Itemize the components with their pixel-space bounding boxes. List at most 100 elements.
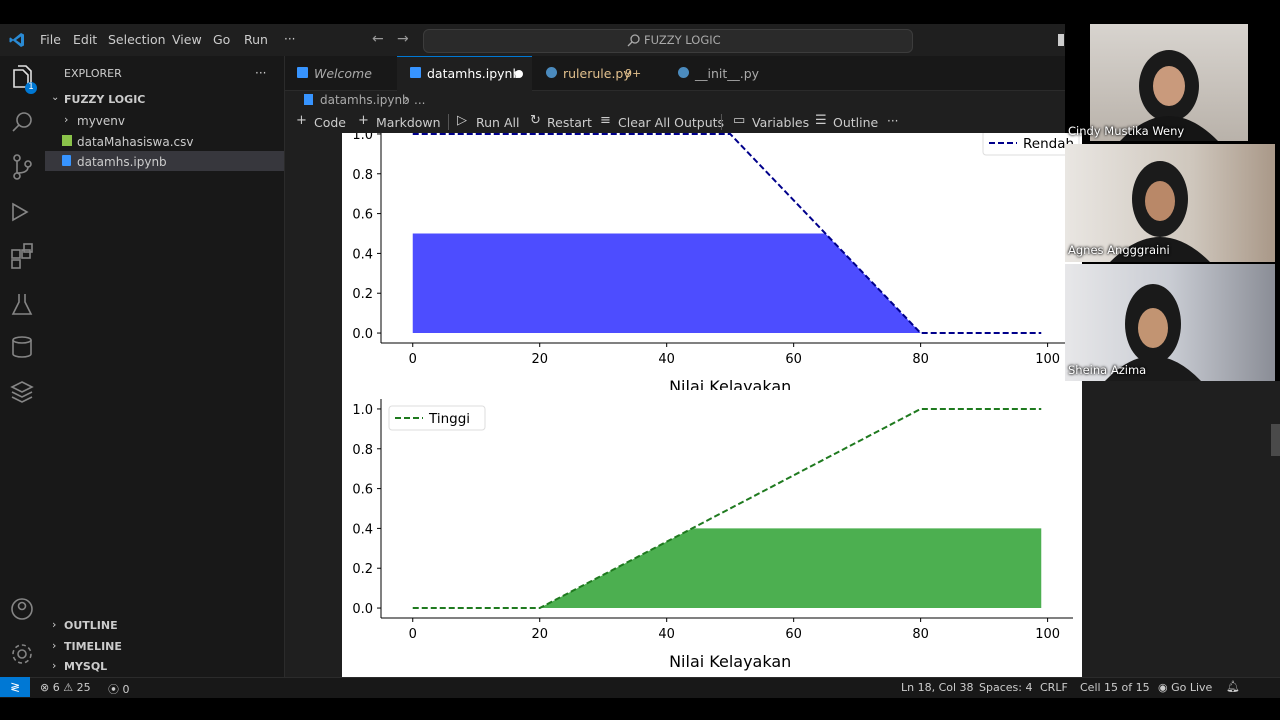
x-tick-label: 80 bbox=[912, 352, 929, 367]
error-count: 6 bbox=[52, 681, 60, 694]
tab-label[interactable]: rulerule.py bbox=[563, 66, 631, 81]
toolbar-button[interactable]: Variables bbox=[752, 115, 810, 130]
remote-icon: ≷ bbox=[10, 680, 21, 694]
port-count: 0 bbox=[122, 683, 130, 696]
cell-indicator[interactable]: Cell 15 of 15 bbox=[1080, 681, 1150, 694]
toolbar-more[interactable]: ··· bbox=[887, 114, 899, 128]
toolbar-button[interactable]: Markdown bbox=[376, 115, 441, 130]
breadcrumb-item[interactable]: ... bbox=[414, 93, 426, 107]
cursor-position[interactable]: Ln 18, Col 38 bbox=[901, 681, 974, 694]
breadcrumb-icon bbox=[304, 94, 313, 105]
section-header[interactable]: MYSQL bbox=[64, 660, 108, 673]
tab-icon bbox=[546, 67, 557, 78]
back-button[interactable]: ← bbox=[372, 31, 384, 47]
breadcrumb-sep: › bbox=[404, 92, 409, 106]
file-item[interactable]: myvenv bbox=[77, 114, 125, 128]
more-menu[interactable]: ··· bbox=[284, 32, 296, 46]
go-live-label: Go Live bbox=[1171, 681, 1213, 694]
chart: 0.0 0.2 0.4 0.6 0.8 1.0 0 20 40 60 80 100 Nilai Kela… bbox=[352, 399, 1073, 671]
sidebar bbox=[45, 56, 285, 677]
x-tick-label: 40 bbox=[658, 627, 675, 642]
section-header[interactable]: TIMELINE bbox=[64, 640, 122, 653]
search-icon bbox=[627, 34, 640, 47]
tab-badge: 9+ bbox=[625, 67, 642, 80]
toolbar-button[interactable]: Restart bbox=[547, 115, 592, 130]
notebook-icon bbox=[62, 155, 71, 166]
menu-item[interactable]: Selection bbox=[108, 32, 166, 47]
y-tick-label: 0.0 bbox=[352, 602, 373, 617]
selected-row bbox=[45, 151, 284, 171]
toolbar-icon: ▷ bbox=[457, 113, 467, 128]
csv-icon bbox=[62, 135, 72, 146]
ports[interactable]: ⦿ 0 bbox=[108, 683, 130, 696]
x-tick-label: 80 bbox=[912, 627, 929, 642]
forward-button[interactable]: → bbox=[397, 31, 409, 47]
menu-item[interactable]: Edit bbox=[73, 32, 98, 47]
y-tick-label: 0.6 bbox=[352, 208, 373, 223]
tab-icon bbox=[410, 67, 421, 78]
status-bar bbox=[0, 677, 1280, 698]
menu-item[interactable]: Run bbox=[244, 32, 268, 47]
menu-item[interactable]: Go bbox=[213, 32, 231, 47]
layout-icon[interactable] bbox=[1058, 34, 1064, 46]
legend-box bbox=[982, 133, 1080, 156]
y-tick-label: 0.4 bbox=[352, 247, 373, 262]
tab-label[interactable]: __init__.py bbox=[695, 66, 760, 81]
x-tick-label: 0 bbox=[409, 352, 417, 367]
y-tick-label: 0.0 bbox=[352, 327, 373, 342]
toolbar-button[interactable]: Run All bbox=[476, 115, 520, 130]
tab-icon bbox=[297, 67, 308, 78]
separator bbox=[448, 114, 449, 130]
scrollbar bbox=[1271, 424, 1280, 456]
participant-video bbox=[1065, 264, 1275, 381]
toolbar-icon: ▭ bbox=[733, 113, 746, 128]
search-text: FUZZY LOGIC bbox=[644, 33, 721, 47]
toolbar-icon: + bbox=[296, 113, 307, 128]
toolbar-icon: + bbox=[358, 113, 369, 128]
remote-button[interactable] bbox=[0, 677, 30, 697]
notifications[interactable]: 🔔︎ bbox=[1226, 680, 1240, 693]
folder-name[interactable]: FUZZY LOGIC bbox=[64, 93, 146, 106]
cell-output: 0.0 0.2 0.4 0.6 0.8 1.0 0 20 40 60 80 100 Nilai Kela… bbox=[342, 133, 1082, 677]
participant-video bbox=[1065, 144, 1275, 262]
legend-label: Rendah bbox=[1023, 136, 1074, 152]
x-tick-label: 60 bbox=[785, 627, 802, 642]
menu-item[interactable]: View bbox=[172, 32, 202, 47]
menu-item[interactable]: File bbox=[40, 32, 61, 47]
toolbar-icon: ≡ bbox=[600, 113, 611, 128]
x-tick-label: 100 bbox=[1035, 627, 1060, 642]
data-line bbox=[412, 133, 1042, 335]
y-tick-label: 0.4 bbox=[352, 522, 373, 537]
toolbar-icon: ☰ bbox=[815, 113, 827, 128]
sidebar-more[interactable]: ··· bbox=[255, 66, 267, 80]
toolbar-button[interactable]: Code bbox=[314, 115, 347, 130]
go-live[interactable]: ◉ Go Live bbox=[1158, 681, 1213, 694]
toolbar-button[interactable]: Outline bbox=[833, 115, 879, 130]
toolbar-button[interactable]: Clear All Outputs bbox=[618, 115, 725, 130]
file-item[interactable]: datamhs.ipynb bbox=[77, 155, 167, 169]
participant-name: Sheina Azima bbox=[1068, 363, 1147, 377]
indentation[interactable]: Spaces: 4 bbox=[979, 681, 1033, 694]
file-item[interactable]: dataMahasiswa.csv bbox=[77, 135, 194, 149]
activity-bar bbox=[0, 56, 45, 677]
y-tick-label: 0.2 bbox=[352, 562, 373, 577]
warning-count: 25 bbox=[76, 681, 91, 694]
tab-label[interactable]: Welcome bbox=[314, 66, 372, 81]
problems[interactable]: ⊗ 6 ⚠ 25 bbox=[40, 681, 91, 694]
section-header[interactable]: OUTLINE bbox=[64, 619, 118, 632]
line-ending[interactable]: CRLF bbox=[1040, 681, 1068, 694]
breadcrumb-item[interactable]: datamhs.ipynb bbox=[320, 93, 410, 107]
tab-label[interactable]: datamhs.ipynb bbox=[427, 66, 521, 81]
tab-icon bbox=[678, 67, 689, 78]
right-panel bbox=[1082, 381, 1280, 677]
participant-video bbox=[1090, 24, 1248, 141]
y-tick-label: 0.8 bbox=[352, 168, 373, 183]
x-tick-label: 20 bbox=[531, 352, 548, 367]
activity-icons bbox=[10, 65, 37, 664]
participant-name: Agnes Angggraini bbox=[1068, 243, 1170, 257]
active-tab[interactable] bbox=[397, 56, 532, 92]
search-box[interactable] bbox=[423, 29, 913, 53]
explorer-badge: 1 bbox=[28, 82, 34, 92]
legend-box bbox=[388, 405, 486, 431]
